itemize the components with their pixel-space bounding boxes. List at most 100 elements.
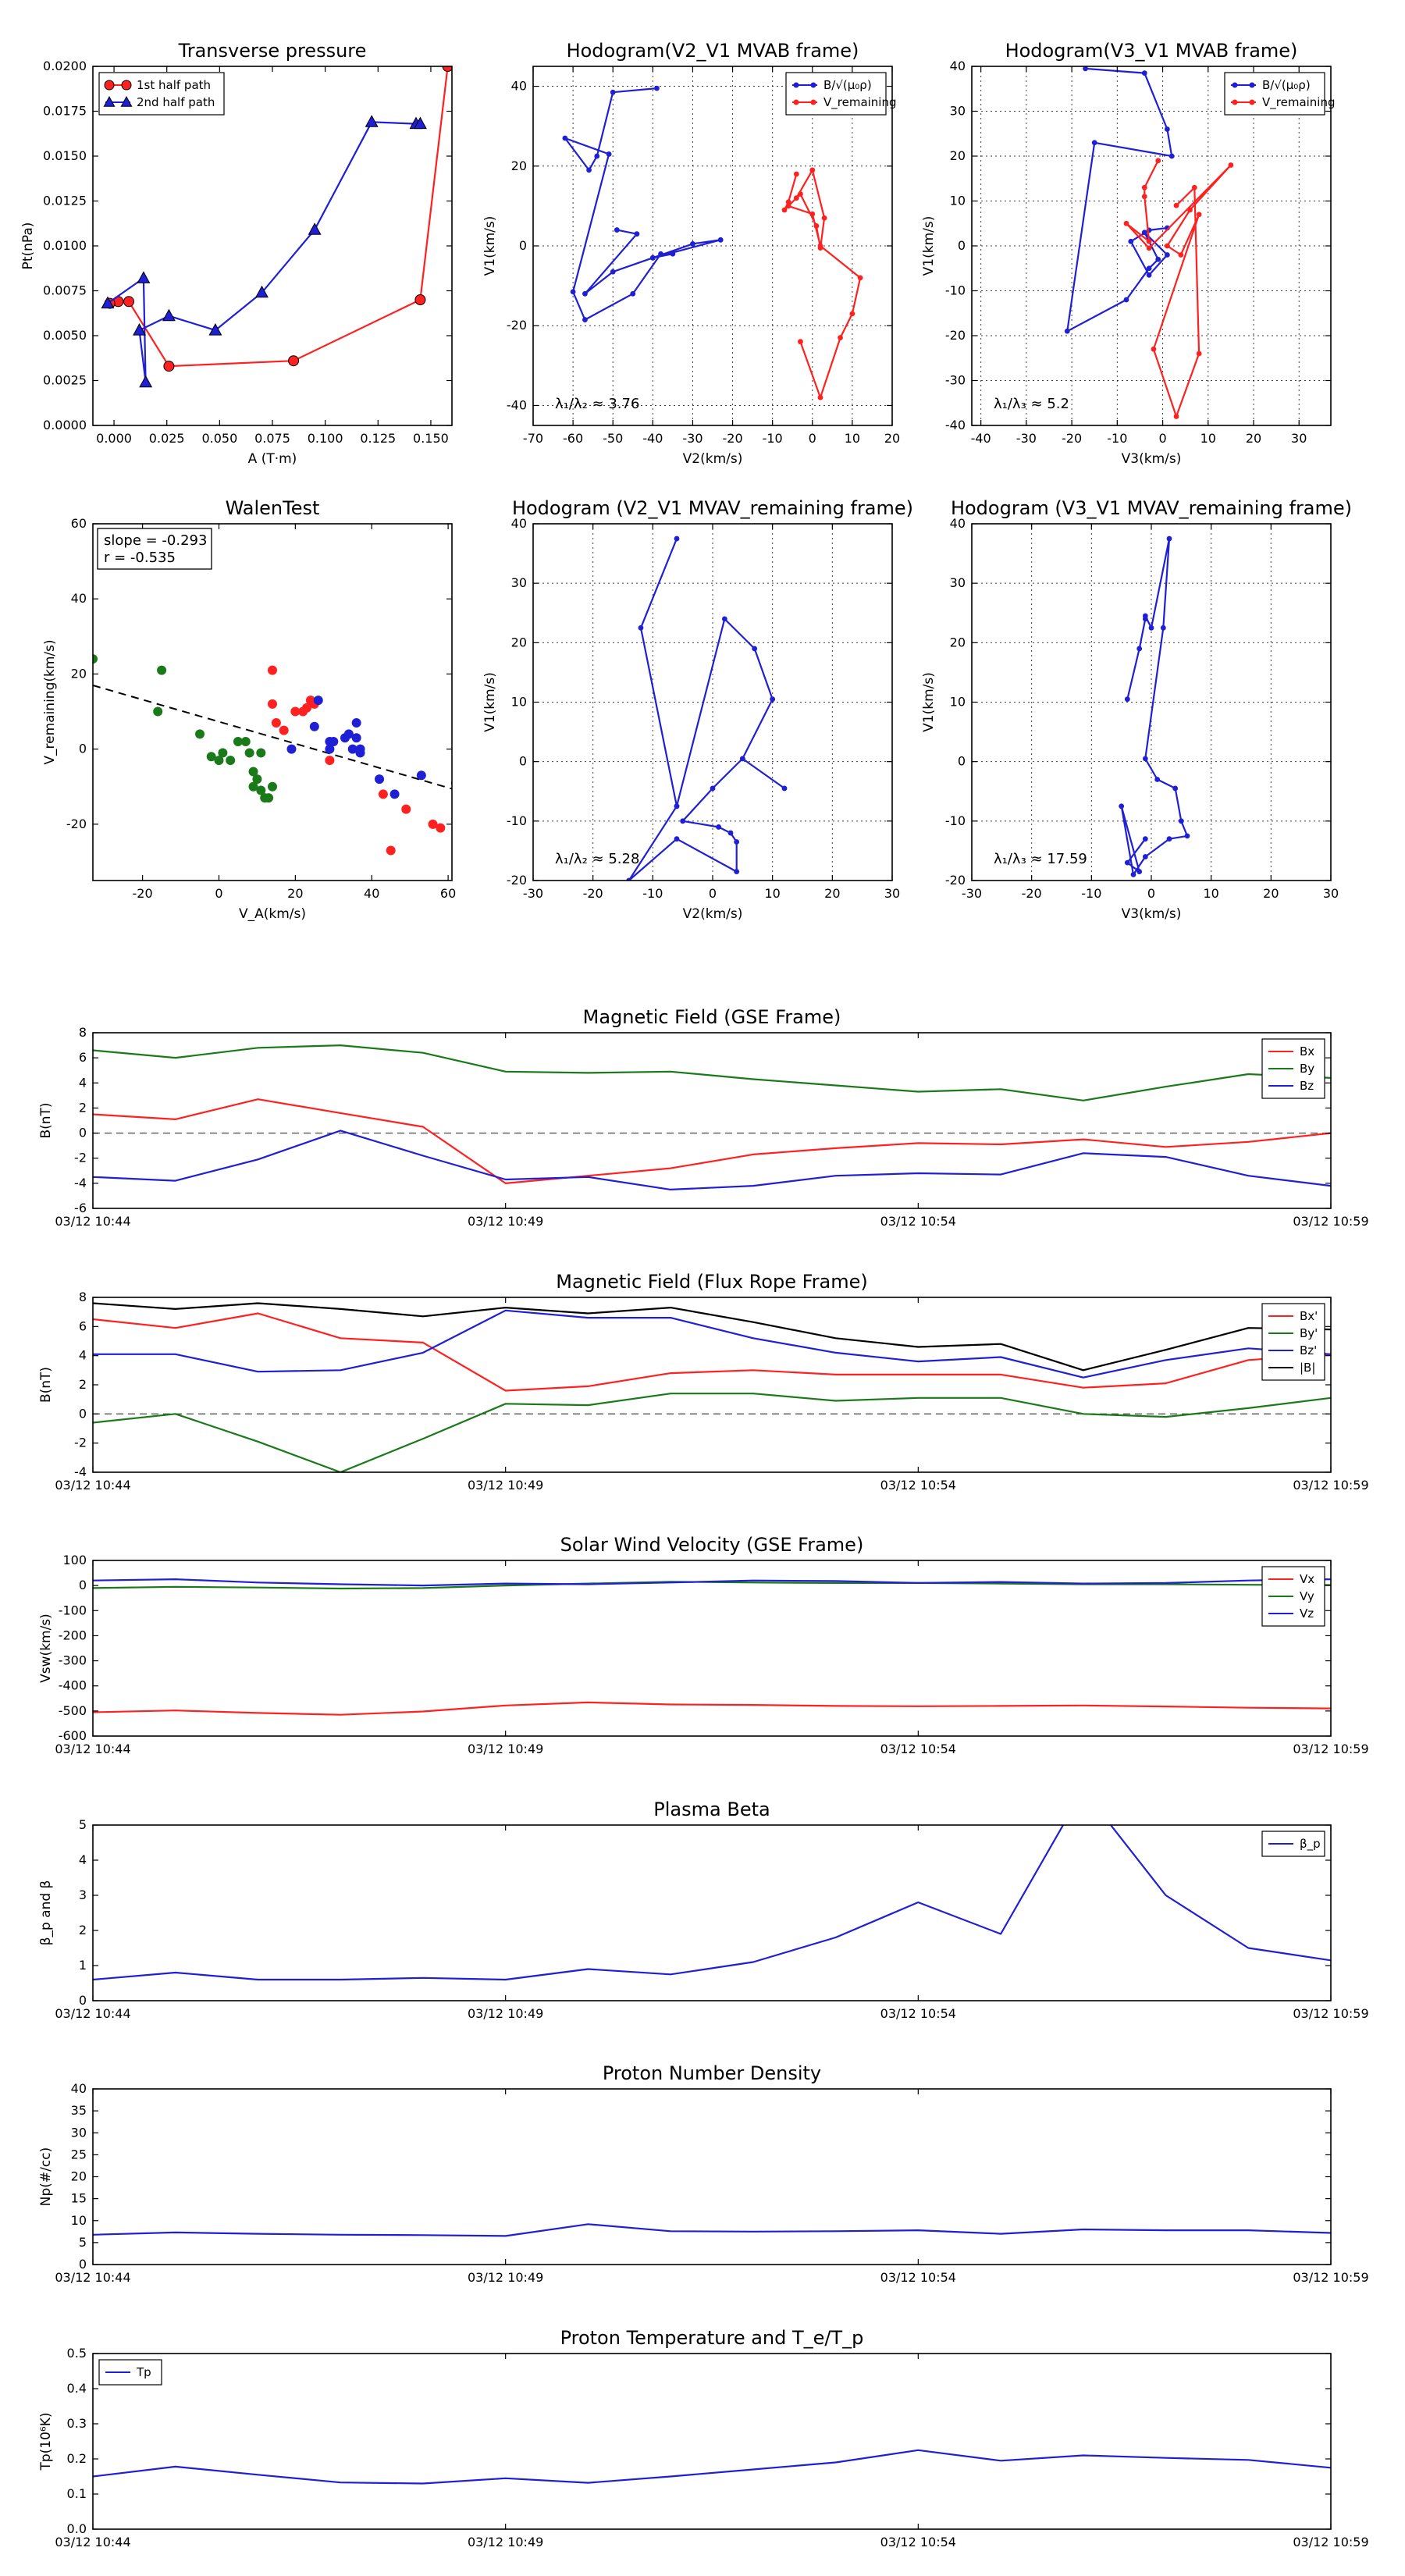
- legend-label: B/√(μ₀ρ): [823, 78, 872, 92]
- y-tick-label: 1: [79, 1958, 87, 1973]
- legend: Bx' By' Bz' |B|: [1261, 1303, 1325, 1381]
- y-tick-label: 40: [71, 2081, 87, 2096]
- data-point: [1142, 613, 1148, 619]
- data-point: [1141, 194, 1147, 200]
- data-point: [378, 789, 388, 799]
- data-point: [1166, 836, 1172, 842]
- y-tick-label: -10: [945, 283, 966, 298]
- y-tick-label: 4: [79, 1348, 87, 1363]
- axes-frame: [92, 523, 453, 881]
- chart-hodogram-v3-v1-mvav: Hodogram (V3_V1 MVAV_remaining frame) -30…: [921, 497, 1352, 922]
- data-point: [1164, 252, 1170, 258]
- legend-box: [785, 72, 887, 116]
- x-tick-label: 03/12 10:44: [55, 2270, 130, 2285]
- y-tick-label: -10: [507, 813, 527, 828]
- x-tick-label: 03/12 10:49: [468, 2535, 543, 2549]
- y-tick-label: 100: [62, 1553, 87, 1567]
- legend-label: B/√(μ₀ρ): [1262, 78, 1311, 92]
- data-point: [727, 830, 734, 836]
- y-tick-label: 0.0200: [43, 59, 87, 73]
- x-tick-label: 03/12 10:49: [468, 1742, 543, 1756]
- x-tick-label: -20: [1062, 431, 1082, 446]
- series-by: [93, 1044, 1331, 1101]
- y-tick-label: 40: [511, 79, 527, 94]
- y-tick-label: 2: [79, 1923, 87, 1937]
- chart-proton-temperature: Proton Temperature and T_e/T_p 03/12 10:4…: [38, 2327, 1369, 2549]
- data-point: [1142, 756, 1148, 762]
- data-point: [1123, 297, 1129, 303]
- series-line: [93, 1130, 1331, 1190]
- plot-area: [93, 654, 452, 856]
- y-tick-label: 0.0150: [43, 148, 87, 163]
- annotation-text: λ₁/λ₃ ≈ 17.59: [994, 851, 1087, 867]
- y-axis-label: V1(km/s): [482, 216, 498, 276]
- series-line: [93, 1312, 1331, 1392]
- chart-walen-test: WalenTest -20 0 20 40 60 -20 0 20 40 60 V_A(km/s) V_…: [42, 497, 456, 922]
- data-point: [240, 737, 251, 747]
- y-tick-label: -400: [59, 1678, 87, 1693]
- legend: Vx Vy Vz: [1261, 1566, 1325, 1627]
- legend: β_p: [1261, 1831, 1325, 1857]
- data-point: [302, 703, 312, 713]
- y-tick-label: 30: [950, 104, 966, 119]
- data-point: [582, 290, 588, 297]
- y-tick-label: -40: [507, 397, 527, 412]
- data-point: [638, 624, 644, 631]
- series-line: [93, 1044, 1331, 1101]
- data-point: [218, 748, 228, 758]
- series-line: [93, 1578, 1331, 1587]
- data-point: [208, 323, 222, 336]
- y-tick-label: -10: [945, 813, 966, 828]
- data-point: [1142, 854, 1148, 859]
- data-point: [1136, 646, 1143, 652]
- x-tick-label: 03/12 10:49: [468, 2270, 543, 2285]
- plot-area: [1064, 66, 1234, 419]
- y-tick-label: -20: [945, 873, 966, 888]
- data-point: [634, 231, 640, 237]
- x-tick-label: -20: [1022, 886, 1042, 901]
- x-tick-label: -40: [971, 431, 991, 446]
- chart-hodogram-v3-v1-mvab: Hodogram(V3_V1 MVAB frame) -40 -30 -20 -10 0 1…: [921, 40, 1336, 467]
- annotation-box: [97, 528, 212, 570]
- data-point: [248, 767, 258, 777]
- data-point: [1155, 256, 1161, 262]
- data-point: [1148, 624, 1154, 631]
- x-tick-label: -60: [563, 431, 583, 446]
- annotation-text: λ₁/λ₂ ≈ 5.28: [555, 851, 639, 867]
- x-tick-label: 10: [845, 431, 860, 446]
- x-tick-label: 40: [364, 886, 379, 901]
- data-point: [594, 153, 600, 159]
- data-point: [206, 752, 216, 762]
- data-point: [1151, 346, 1157, 352]
- y-tick-label: 25: [71, 2147, 87, 2161]
- data-point: [610, 89, 616, 95]
- data-point: [809, 211, 816, 217]
- axes-frame: [92, 2088, 1332, 2265]
- data-point: [857, 275, 863, 281]
- y-tick-label: 0.5: [67, 2346, 87, 2361]
- data-point: [1141, 229, 1147, 236]
- data-point: [1123, 220, 1129, 226]
- chart-magnetic-field-flux-rope: Magnetic Field (Flux Rope Frame) 03/12 10…: [38, 1271, 1369, 1493]
- x-tick-label: 03/12 10:49: [468, 1214, 543, 1229]
- x-tick-label: 0: [1158, 431, 1166, 446]
- legend-label: V_remaining: [1262, 95, 1336, 110]
- data-point: [626, 877, 632, 881]
- data-point: [308, 222, 322, 235]
- series-line: [783, 169, 862, 399]
- legend-marker: [1232, 99, 1238, 105]
- data-point: [752, 646, 758, 652]
- y-axis-label: β_p and β: [38, 1880, 54, 1946]
- data-point: [781, 207, 788, 213]
- data-point: [606, 151, 612, 157]
- chart-title: Magnetic Field (GSE Frame): [583, 1006, 841, 1028]
- data-point: [1160, 624, 1166, 631]
- data-point: [260, 793, 270, 803]
- y-tick-label: 10: [950, 695, 966, 710]
- series-p: [93, 1825, 1331, 1981]
- series-line: [1120, 537, 1189, 876]
- data-point: [268, 781, 277, 792]
- x-tick-label: 03/12 10:44: [55, 1478, 130, 1493]
- series-line: [1125, 160, 1232, 418]
